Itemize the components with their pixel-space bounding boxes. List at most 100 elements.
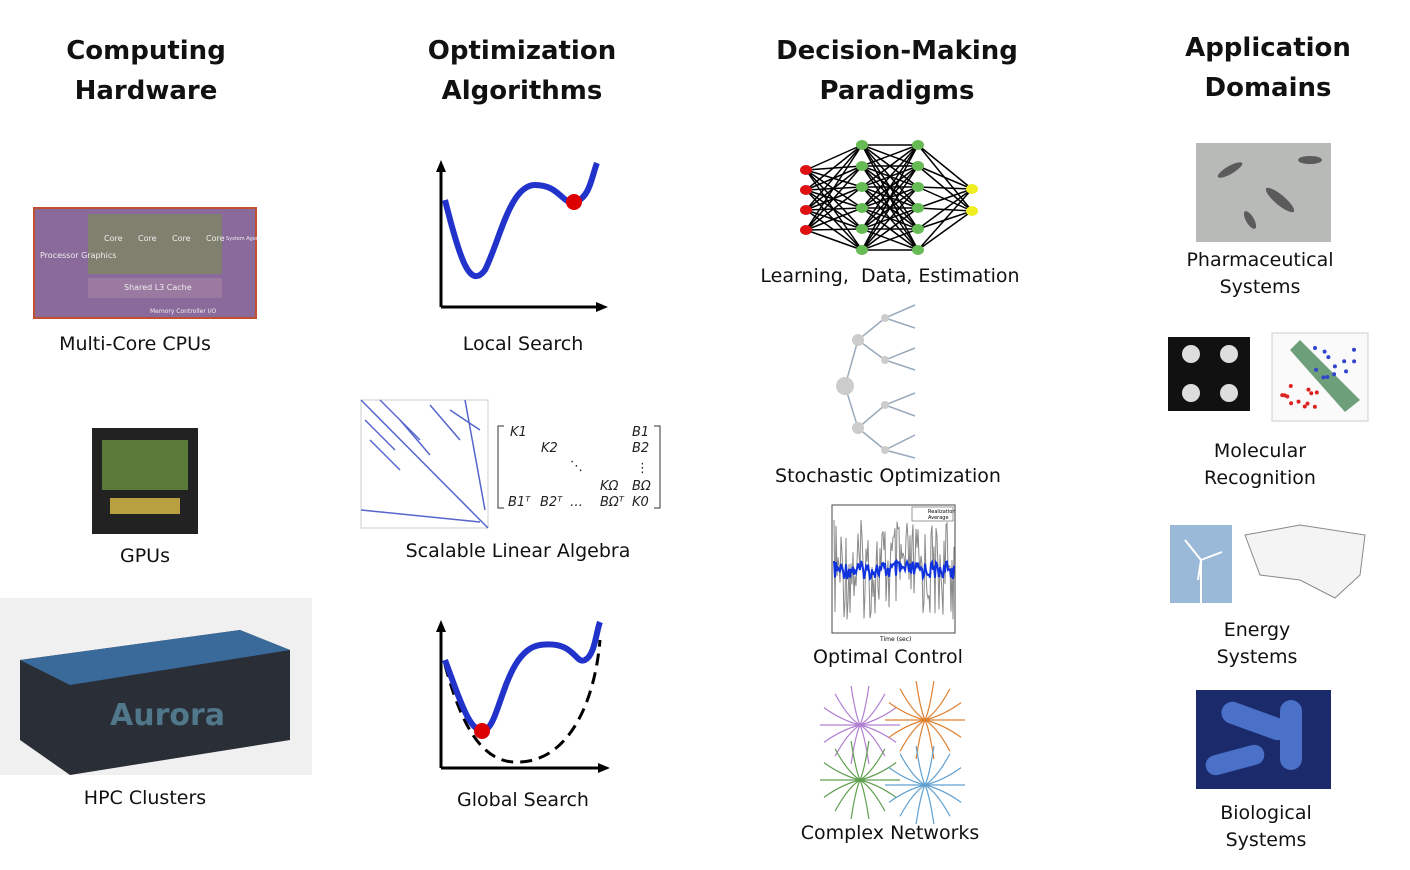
network-branch — [924, 784, 962, 803]
matrix-entry: ⋱ — [570, 459, 583, 474]
nn-node — [856, 203, 868, 213]
plot-legend-box — [911, 506, 954, 522]
network-branch — [899, 784, 926, 817]
network-branch — [850, 724, 861, 765]
us-map — [1244, 524, 1366, 599]
nn-node — [856, 140, 868, 150]
item-label: Multi-Core CPUs — [59, 333, 211, 355]
nn-edge — [917, 188, 973, 251]
tree-nodes — [836, 314, 889, 454]
cpu-label: Processor Graphics — [40, 251, 116, 260]
network-branch — [888, 702, 926, 721]
network-branch — [924, 767, 962, 786]
nn-node — [800, 185, 812, 195]
network-branch — [915, 680, 926, 721]
cpu-label: Core — [172, 234, 191, 243]
cpu-label: Memory Controller I/O — [150, 308, 217, 315]
matrix-entry: K2 — [541, 441, 558, 456]
svm-point — [1288, 384, 1293, 389]
item-label: Energy Systems — [1216, 619, 1298, 668]
network-branch — [924, 784, 951, 817]
nn-node — [912, 224, 924, 234]
network-branch — [924, 719, 951, 752]
realization-line — [833, 519, 955, 620]
nn-node — [856, 245, 868, 255]
network-branch — [888, 719, 926, 738]
nn-edge — [917, 144, 973, 190]
network-branch — [834, 693, 861, 726]
network-branch — [850, 740, 861, 781]
nn-node — [912, 245, 924, 255]
cpu-cores — [88, 214, 222, 274]
nn-edge — [917, 210, 973, 251]
svm-point — [1332, 364, 1337, 369]
nn-node — [912, 182, 924, 192]
network-branch — [834, 724, 861, 757]
network-branch — [899, 719, 926, 752]
global-envelope — [443, 639, 602, 764]
cpu-label: System Agent — [226, 236, 261, 242]
svm-point — [1352, 359, 1357, 364]
crystals — [1217, 156, 1322, 229]
matrix-entry: K1 — [510, 425, 527, 440]
gpu-memory — [110, 498, 180, 514]
nn-edge — [861, 144, 919, 188]
network-branch — [924, 719, 962, 738]
global-axes — [439, 630, 600, 770]
legend-entry: Realization — [928, 509, 955, 515]
network-branch — [924, 702, 962, 721]
nn-node — [800, 225, 812, 235]
item-label: Complex Networks — [800, 822, 980, 844]
network-branch — [924, 753, 951, 786]
item-label: Global Search — [457, 789, 589, 811]
nn-edge — [805, 144, 863, 191]
item-label: Molecular Recognition — [1204, 440, 1316, 489]
svm-point — [1314, 367, 1319, 372]
network-branch — [859, 779, 886, 812]
network-branch — [859, 724, 870, 765]
nn-edge — [861, 144, 919, 251]
cpu-label: Core — [104, 234, 123, 243]
local-axes — [439, 170, 598, 309]
global-minimum — [474, 723, 490, 739]
svm-point — [1314, 390, 1319, 395]
svm-point — [1309, 391, 1314, 396]
nn-edge — [805, 228, 863, 231]
matrix-entry: BΩ — [632, 479, 651, 494]
cpu-label: Core — [138, 234, 157, 243]
nn-edge — [861, 186, 919, 251]
network-branch — [899, 753, 926, 786]
gpu-grid — [102, 440, 188, 490]
item-label: GPUs — [120, 545, 170, 567]
svm-point — [1351, 347, 1356, 352]
svm-point — [1289, 401, 1294, 406]
nn-edge — [861, 144, 919, 230]
svm-point — [1326, 355, 1331, 360]
arrow — [596, 302, 608, 312]
item-label: Local Search — [462, 333, 584, 355]
nn-node — [800, 205, 812, 215]
network-branch — [850, 779, 861, 820]
nn-edge — [917, 165, 973, 190]
scenario-tree — [844, 304, 916, 459]
svm-point — [1321, 375, 1326, 380]
network-branch — [823, 724, 861, 743]
matrix-entry: B2ᵀ — [540, 495, 563, 510]
nn-node — [912, 140, 924, 150]
wells — [1182, 345, 1238, 402]
nn-node — [800, 165, 812, 175]
network-branch — [859, 740, 870, 781]
nn-node — [912, 203, 924, 213]
network-branch — [888, 767, 926, 786]
sparsity-pattern — [360, 399, 489, 529]
svm-point — [1342, 359, 1347, 364]
svm-point — [1282, 393, 1287, 398]
network — [820, 680, 965, 825]
nn-edge — [805, 186, 863, 231]
cpu-label: Core — [206, 234, 225, 243]
item-label: Pharmaceutical Systems — [1186, 249, 1334, 298]
arrow — [436, 160, 446, 172]
network-branch — [859, 779, 897, 798]
network-branch — [823, 762, 861, 781]
